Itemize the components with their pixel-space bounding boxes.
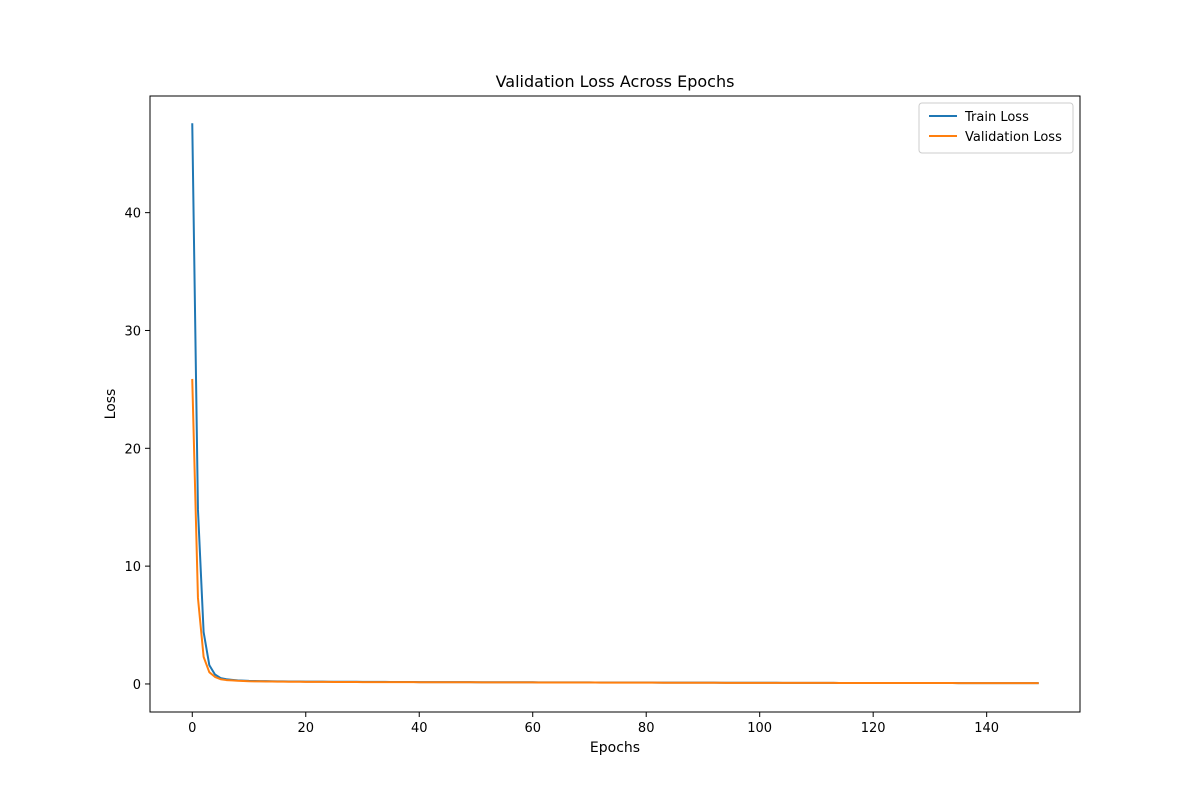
x-tick-label-40: 40 [411,721,428,736]
y-tick-label-0: 0 [133,678,141,693]
x-tick-label-120: 120 [861,721,886,736]
y-axis-ticks: 0 10 20 30 40 [124,207,150,693]
x-tick-label-100: 100 [747,721,772,736]
y-tick-label-10: 10 [124,560,141,575]
series-line-validation-loss [191,378,1039,685]
x-tick-label-140: 140 [974,721,999,736]
legend: Train Loss Validation Loss [918,102,1074,154]
x-tick-label-0: 0 [188,721,196,736]
legend-box [918,102,1074,154]
x-tick-label-80: 80 [638,721,655,736]
x-tick-label-20: 20 [297,721,314,736]
y-tick-label-20: 20 [124,442,141,457]
y-tick-label-40: 40 [124,207,141,222]
plot-area [149,95,1081,713]
series-lines [191,123,1039,685]
x-tick-label-60: 60 [524,721,541,736]
x-axis-ticks: 0 20 40 60 80 100 120 140 [188,712,999,736]
chart-title: Validation Loss Across Epochs [496,72,735,91]
y-axis-label: Loss [103,389,119,420]
legend-label-train-loss: Train Loss [964,110,1029,125]
x-axis-label: Epochs [590,740,640,756]
y-tick-label-30: 30 [124,324,141,339]
legend-label-validation-loss: Validation Loss [965,130,1062,145]
